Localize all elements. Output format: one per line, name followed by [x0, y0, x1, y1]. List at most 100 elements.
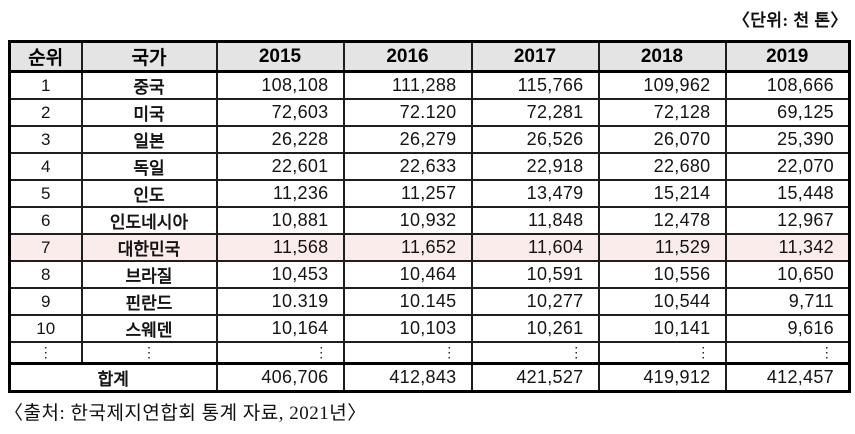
ellipsis-row: ⋮ ⋮ ⋮ ⋮ ⋮ ⋮ ⋮ — [8, 341, 851, 364]
value-cell: 11,652 — [342, 233, 473, 262]
rank-cell: 7 — [8, 233, 83, 262]
rank-cell: 4 — [8, 152, 83, 181]
value-cell: 12,967 — [724, 206, 851, 235]
value-cell: 26,228 — [215, 125, 345, 154]
value-cell: 11,257 — [342, 179, 473, 208]
rank-cell: 10 — [8, 314, 83, 343]
ellipsis-cell: ⋮ — [342, 341, 473, 364]
country-cell: 중국 — [80, 70, 218, 100]
total-row: 합계 406,706 412,843 421,527 419,912 412,4… — [8, 361, 851, 392]
value-cell: 22,601 — [215, 152, 345, 181]
ellipsis-cell: ⋮ — [8, 341, 83, 364]
column-header-rank: 순위 — [8, 40, 83, 73]
value-cell: 108,108 — [215, 70, 345, 100]
value-cell: 12,478 — [597, 206, 727, 235]
value-cell: 26,070 — [597, 125, 727, 154]
table-row: 5 인도 11,236 11,257 13,479 15,214 15,448 — [8, 179, 851, 208]
value-cell: 13,479 — [470, 179, 600, 208]
value-cell: 111,288 — [342, 70, 473, 100]
rank-cell: 5 — [8, 179, 83, 208]
value-cell: 10,453 — [215, 260, 345, 289]
rank-cell: 1 — [8, 70, 83, 100]
country-cell: 인도 — [80, 179, 218, 208]
value-cell: 15,448 — [724, 179, 851, 208]
value-cell: 109,962 — [597, 70, 727, 100]
table-row: 3 일본 26,228 26,279 26,526 26,070 25,390 — [8, 125, 851, 154]
value-cell: 10,544 — [597, 287, 727, 316]
table-row: 9 핀란드 10.319 10.145 10,277 10,544 9,711 — [8, 287, 851, 316]
value-cell: 69,125 — [724, 98, 851, 127]
value-cell: 72,281 — [470, 98, 600, 127]
value-cell: 10,556 — [597, 260, 727, 289]
column-header-2015: 2015 — [215, 40, 345, 73]
country-cell: 핀란드 — [80, 287, 218, 316]
value-cell: 10,650 — [724, 260, 851, 289]
rank-cell: 9 — [8, 287, 83, 316]
country-cell: 독일 — [80, 152, 218, 181]
value-cell: 15,214 — [597, 179, 727, 208]
value-cell: 11,848 — [470, 206, 600, 235]
value-cell: 10,141 — [597, 314, 727, 343]
rank-cell: 3 — [8, 125, 83, 154]
total-value-cell: 412,457 — [724, 361, 851, 392]
country-cell: 브라질 — [80, 260, 218, 289]
ellipsis-cell: ⋮ — [597, 341, 727, 364]
value-cell: 22,680 — [597, 152, 727, 181]
value-cell: 22,918 — [470, 152, 600, 181]
value-cell: 26,279 — [342, 125, 473, 154]
country-cell: 인도네시아 — [80, 206, 218, 235]
value-cell: 22,070 — [724, 152, 851, 181]
value-cell: 26,526 — [470, 125, 600, 154]
value-cell: 10,103 — [342, 314, 473, 343]
value-cell: 11,568 — [215, 233, 345, 262]
value-cell: 22,633 — [342, 152, 473, 181]
value-cell: 10,277 — [470, 287, 600, 316]
value-cell: 72,603 — [215, 98, 345, 127]
total-value-cell: 421,527 — [470, 361, 600, 392]
table-row: 8 브라질 10,453 10,464 10,591 10,556 10,650 — [8, 260, 851, 289]
paper-production-table: 순위 국가 2015 2016 2017 2018 2019 1 중국 108,… — [8, 40, 851, 393]
column-header-2019: 2019 — [724, 40, 851, 73]
rank-cell: 6 — [8, 206, 83, 235]
country-cell: 미국 — [80, 98, 218, 127]
header-row: 순위 국가 2015 2016 2017 2018 2019 — [8, 40, 851, 73]
value-cell: 11,529 — [597, 233, 727, 262]
value-cell: 10,881 — [215, 206, 345, 235]
total-value-cell: 406,706 — [215, 361, 345, 392]
column-header-2016: 2016 — [342, 40, 473, 73]
value-cell: 10,261 — [470, 314, 600, 343]
value-cell: 9,616 — [724, 314, 851, 343]
value-cell: 10,164 — [215, 314, 345, 343]
value-cell: 10.145 — [342, 287, 473, 316]
total-value-cell: 419,912 — [597, 361, 727, 392]
table-row: 4 독일 22,601 22,633 22,918 22,680 22,070 — [8, 152, 851, 181]
value-cell: 108,666 — [724, 70, 851, 100]
country-cell: 대한민국 — [80, 233, 218, 262]
value-cell: 9,711 — [724, 287, 851, 316]
value-cell: 10,464 — [342, 260, 473, 289]
table-row: 10 스웨덴 10,164 10,103 10,261 10,141 9,616 — [8, 314, 851, 343]
value-cell: 72,128 — [597, 98, 727, 127]
ellipsis-cell: ⋮ — [724, 341, 851, 364]
column-header-2018: 2018 — [597, 40, 727, 73]
column-header-2017: 2017 — [470, 40, 600, 73]
ellipsis-cell: ⋮ — [470, 341, 600, 364]
country-cell: 일본 — [80, 125, 218, 154]
value-cell: 10.319 — [215, 287, 345, 316]
rank-cell: 2 — [8, 98, 83, 127]
value-cell: 72.120 — [342, 98, 473, 127]
table-row: 6 인도네시아 10,881 10,932 11,848 12,478 12,9… — [8, 206, 851, 235]
value-cell: 115,766 — [470, 70, 600, 100]
table-row: 1 중국 108,108 111,288 115,766 109,962 108… — [8, 70, 851, 100]
total-value-cell: 412,843 — [342, 361, 473, 392]
country-cell: 스웨덴 — [80, 314, 218, 343]
table-row: 2 미국 72,603 72.120 72,281 72,128 69,125 — [8, 98, 851, 127]
value-cell: 11,236 — [215, 179, 345, 208]
column-header-country: 국가 — [80, 40, 218, 73]
unit-label: 〈단위: 천 톤〉 — [732, 11, 848, 30]
table-row-highlighted-korea: 7 대한민국 11,568 11,652 11,604 11,529 11,34… — [8, 233, 851, 262]
value-cell: 11,342 — [724, 233, 851, 262]
source-label: 〈출처: 한국제지연합회 통계 자료, 2021년〉 — [4, 403, 367, 424]
total-label-cell: 합계 — [8, 361, 218, 392]
value-cell: 25,390 — [724, 125, 851, 154]
